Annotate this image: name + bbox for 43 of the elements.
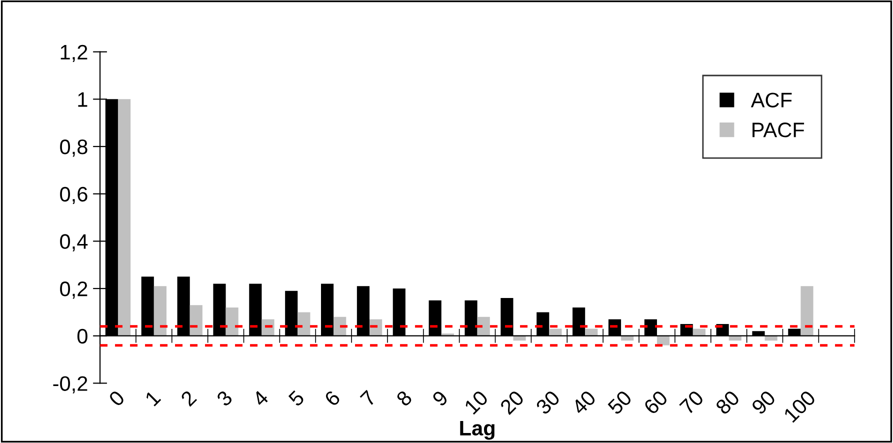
x-tick-label: 5 <box>288 390 306 408</box>
bar <box>549 328 562 336</box>
x-tick-label: 100 <box>783 390 816 423</box>
legend-label: PACF <box>752 122 804 138</box>
y-tick-label: -0,2 <box>53 376 88 394</box>
y-tick-label: 0 <box>77 328 88 344</box>
bar <box>334 316 346 336</box>
y-tick-label: 0,4 <box>60 234 88 252</box>
bar <box>298 312 310 336</box>
x-tick-label: 3 <box>216 390 234 408</box>
x-tick-label: 2 <box>180 390 198 407</box>
x-tick-label: 1 <box>144 390 162 406</box>
bar <box>800 286 814 336</box>
x-tick-label: 60 <box>643 390 669 416</box>
x-tick-label: 9 <box>431 390 449 407</box>
x-tick-label: 90 <box>750 390 776 416</box>
y-tick-label: 0,2 <box>60 282 88 299</box>
x-tick-label: 8 <box>396 390 413 408</box>
x-tick-label: 10 <box>464 390 489 415</box>
bar <box>154 286 166 336</box>
bar <box>118 99 131 336</box>
y-tick-label: 1,2 <box>60 44 88 62</box>
legend-label: ACF <box>750 92 792 108</box>
x-tick-label: 0 <box>108 390 126 408</box>
y-tick-label: 1 <box>78 92 88 107</box>
y-tick-label: 0,8 <box>60 140 88 157</box>
bar <box>585 328 598 336</box>
x-tick-label: 30 <box>535 390 561 416</box>
x-tick-label: 20 <box>499 390 525 416</box>
x-tick-label: 6 <box>324 390 341 407</box>
x-tick-label: 4 <box>252 390 270 408</box>
bar <box>226 307 238 336</box>
y-tick-label: 0,6 <box>60 186 88 204</box>
bar <box>477 316 490 336</box>
x-tick-label: 40 <box>570 390 597 416</box>
bar <box>190 305 202 336</box>
x-tick-label: 50 <box>606 390 633 416</box>
x-axis-title: Lag <box>460 420 494 440</box>
x-tick-label: 70 <box>678 390 704 416</box>
x-tick-label: 80 <box>714 390 740 416</box>
bar <box>692 328 706 336</box>
bar <box>262 319 274 336</box>
x-tick-label: 7 <box>360 390 377 407</box>
